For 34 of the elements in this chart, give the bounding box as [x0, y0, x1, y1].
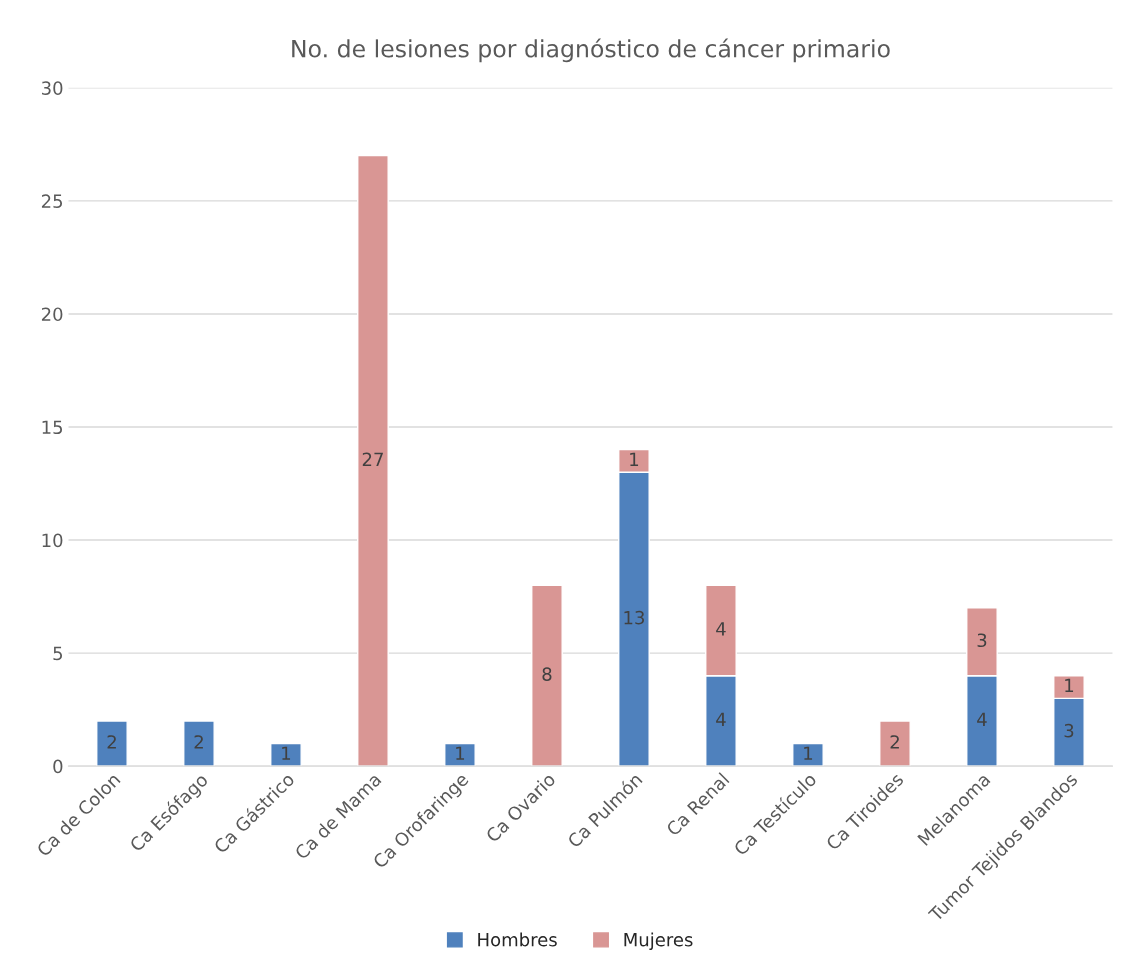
- y-tick-label: 5: [53, 646, 63, 661]
- legend-label: Hombres: [478, 932, 557, 947]
- bar: [531, 584, 563, 767]
- y-tick-label: 10: [42, 533, 63, 548]
- bar: [270, 742, 302, 767]
- data-label: 3: [1064, 723, 1074, 738]
- data-label: 27: [362, 452, 383, 466]
- y-tick-label: 15: [42, 420, 63, 435]
- data-label: 8: [542, 667, 552, 681]
- y-tick-label: 25: [41, 194, 63, 209]
- data-label: 1: [804, 746, 813, 760]
- y-tick-label: 30: [42, 81, 63, 95]
- chart-title: No. de lesiones por diagnóstico de cáncer primario: [292, 38, 890, 63]
- bar: [357, 154, 389, 767]
- bar: [879, 720, 911, 767]
- data-label: 1: [1065, 678, 1074, 692]
- data-label: 13: [624, 610, 645, 625]
- bar: [792, 742, 824, 767]
- data-label: 3: [977, 633, 987, 648]
- y-tick-label: 20: [41, 307, 63, 322]
- data-label: 1: [282, 746, 291, 760]
- data-label: 4: [977, 712, 987, 726]
- data-label: 1: [456, 746, 465, 760]
- y-tick-label: 0: [53, 759, 63, 774]
- bar: [444, 742, 476, 767]
- data-label: 4: [716, 622, 726, 636]
- data-label: 1: [630, 452, 639, 466]
- data-label: 2: [194, 735, 203, 749]
- data-label: 2: [890, 735, 899, 749]
- data-label: 4: [716, 712, 726, 726]
- bar: [183, 720, 215, 767]
- bar: [96, 720, 128, 767]
- legend-label: Mujeres: [624, 932, 693, 950]
- data-label: 2: [107, 735, 116, 749]
